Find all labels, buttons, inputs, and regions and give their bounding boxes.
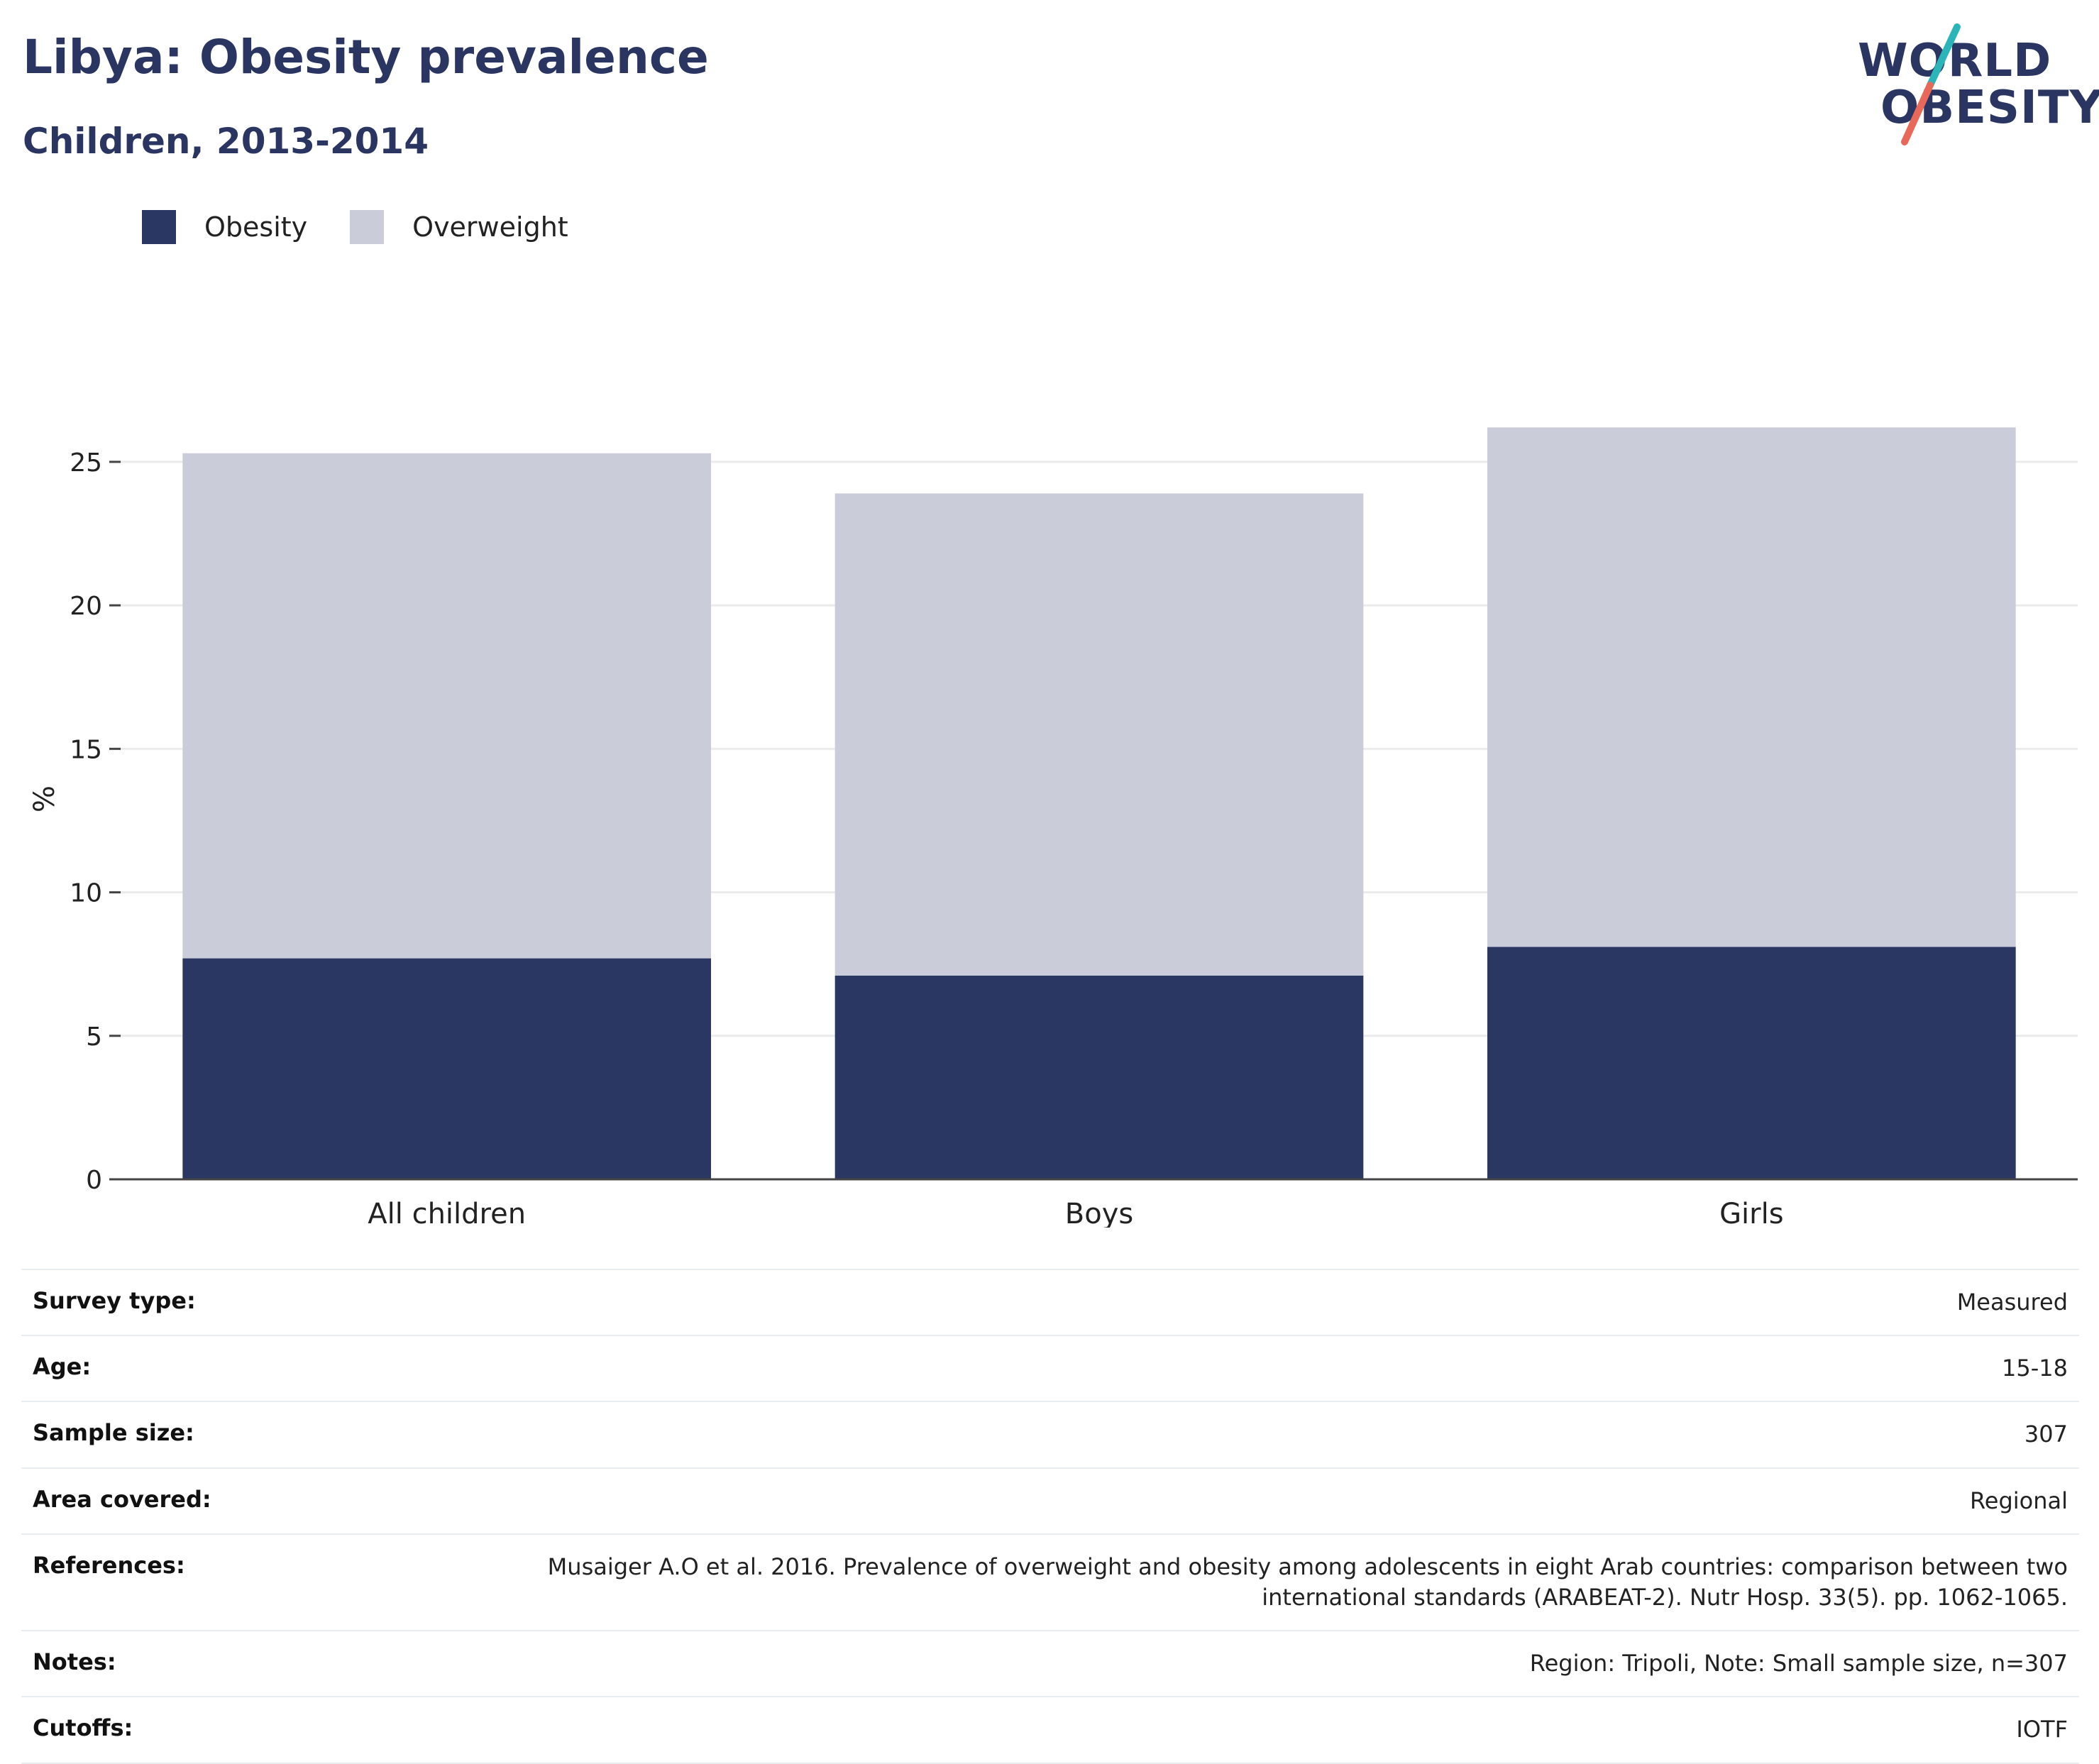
y-axis-title: % <box>28 785 61 812</box>
info-value: 15-18 <box>2002 1355 2068 1382</box>
info-key: Survey type: <box>33 1287 196 1314</box>
x-tick-label: Boys <box>1065 1198 1133 1228</box>
bar-obesity-boys[interactable] <box>834 975 1364 1179</box>
y-tick-label: 10 <box>70 879 102 908</box>
bar-overweight-girls[interactable] <box>1487 427 2016 947</box>
legend-label-obesity: Obesity <box>204 211 308 243</box>
y-tick-label: 15 <box>70 735 102 764</box>
info-key: Sample size: <box>33 1419 194 1447</box>
info-value: Musaiger A.O et al. 2016. Prevalence of … <box>547 1553 2068 1611</box>
info-key: Age: <box>33 1353 92 1381</box>
info-key: Area covered: <box>33 1485 211 1513</box>
legend-swatch-overweight <box>350 210 385 244</box>
bar-chart: 0 5 10 15 20 25 All children Boys Girls% <box>28 427 2078 1228</box>
logo-word-world: WORLD <box>1858 35 2052 87</box>
info-value: IOTF <box>2016 1716 2068 1743</box>
bar-overweight-all-children[interactable] <box>182 453 711 959</box>
bars <box>182 427 2016 1179</box>
legend-item-obesity[interactable]: Obesity <box>142 210 307 244</box>
y-tick-label: 5 <box>86 1022 102 1052</box>
y-tick-label: 25 <box>70 448 102 478</box>
info-key: References: <box>33 1551 185 1579</box>
survey-info-table: Survey type: Measured Age: 15-18 Sample … <box>21 1269 2079 1764</box>
chart-subtitle: Children, 2013-2014 <box>23 121 429 162</box>
logo-slash-icon <box>1901 23 1961 145</box>
bar-overweight-boys[interactable] <box>834 493 1364 976</box>
info-row-area-covered: Area covered: Regional <box>21 1469 2079 1535</box>
legend-label-overweight: Overweight <box>412 211 568 243</box>
legend-swatch-obesity <box>142 210 176 244</box>
legend-item-overweight[interactable]: Overweight <box>350 210 568 244</box>
y-tick-label: 20 <box>70 592 102 621</box>
y-tick-label: 0 <box>86 1166 102 1195</box>
info-row-cutoffs: Cutoffs: IOTF <box>21 1697 2079 1764</box>
info-row-notes: Notes: Region: Tripoli, Note: Small samp… <box>21 1631 2079 1698</box>
info-row-survey-type: Survey type: Measured <box>21 1270 2079 1337</box>
info-row-age: Age: 15-18 <box>21 1336 2079 1403</box>
info-value: Region: Tripoli, Note: Small sample size… <box>1529 1650 2068 1677</box>
info-row-references: References: Musaiger A.O et al. 2016. Pr… <box>21 1535 2079 1632</box>
info-key: Notes: <box>33 1648 116 1676</box>
bar-obesity-all-children[interactable] <box>182 958 711 1179</box>
x-tick-label: All children <box>368 1198 526 1228</box>
info-row-sample-size: Sample size: 307 <box>21 1402 2079 1469</box>
x-tick-label: Girls <box>1719 1198 1784 1228</box>
axes: 0 5 10 15 20 25 All children Boys Girls% <box>28 448 2078 1228</box>
bar-obesity-girls[interactable] <box>1487 947 2016 1179</box>
info-value: 307 <box>2024 1421 2068 1448</box>
chart-title: Libya: Obesity prevalence <box>23 30 709 84</box>
info-value: Measured <box>1956 1289 2068 1316</box>
info-key: Cutoffs: <box>33 1714 133 1742</box>
chart-legend: Obesity Overweight <box>142 210 611 244</box>
info-value: Regional <box>1969 1487 2068 1514</box>
world-obesity-logo: WORLD OBESITY <box>1852 21 2099 149</box>
